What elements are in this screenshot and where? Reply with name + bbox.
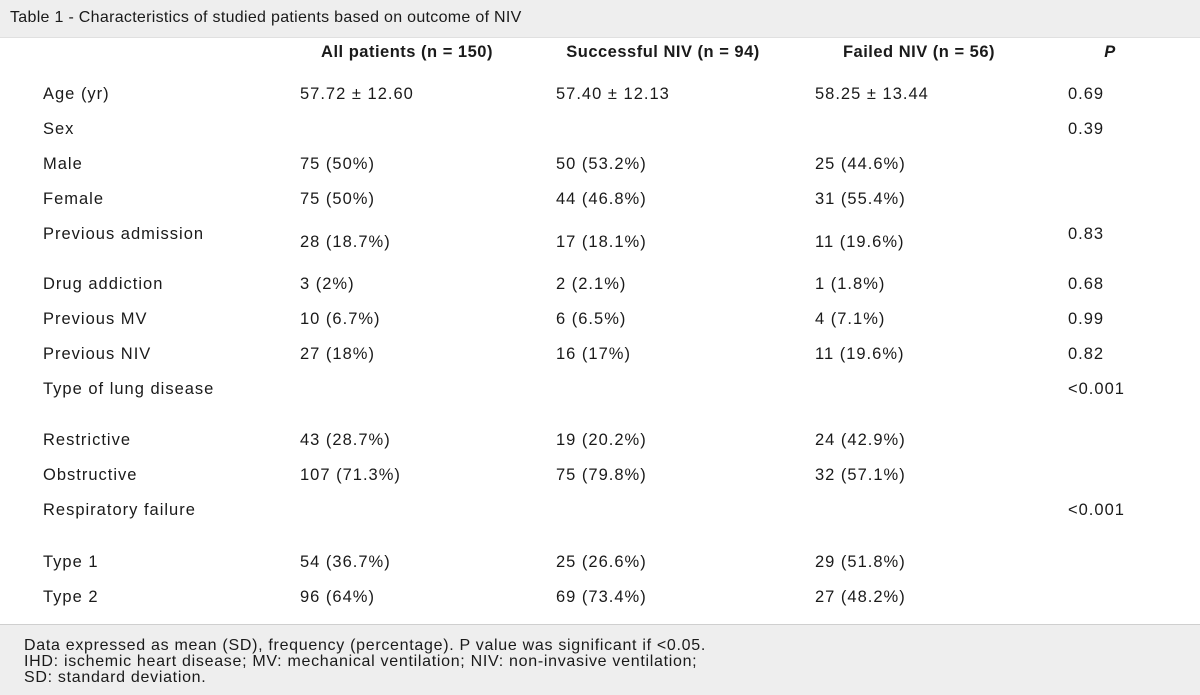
cell-p-value: <0.001 xyxy=(1068,380,1125,398)
cell-all-patients: 96 (64%) xyxy=(300,588,375,606)
cell-successful-niv: 75 (79.8%) xyxy=(556,466,647,484)
cell-all-patients: 75 (50%) xyxy=(300,155,375,173)
cell-all-patients: 107 (71.3%) xyxy=(300,466,401,484)
cell-successful-niv: 19 (20.2%) xyxy=(556,431,647,449)
cell-p-value: 0.82 xyxy=(1068,345,1105,363)
row-label: Respiratory failure xyxy=(43,501,196,519)
cell-p-value: 0.83 xyxy=(1068,225,1105,243)
cell-p-value: 0.39 xyxy=(1068,120,1105,138)
cell-successful-niv: 2 (2.1%) xyxy=(556,275,627,293)
cell-p-value: <0.001 xyxy=(1068,501,1125,519)
table-footnote: Data expressed as mean (SD), frequency (… xyxy=(0,624,1200,695)
table-caption: Table 1 - Characteristics of studied pat… xyxy=(10,9,522,26)
caption-bar: Table 1 - Characteristics of studied pat… xyxy=(0,0,1200,38)
cell-all-patients: 57.72 ± 12.60 xyxy=(300,85,414,103)
cell-p-value: 0.69 xyxy=(1068,85,1105,103)
cell-all-patients: 54 (36.7%) xyxy=(300,553,391,571)
cell-failed-niv: 11 (19.6%) xyxy=(815,345,905,363)
row-label: Previous NIV xyxy=(43,345,152,363)
footnote-line: IHD: ischemic heart disease; MV: mechani… xyxy=(24,653,698,670)
header-all-patients: All patients (n = 150) xyxy=(321,43,493,61)
cell-all-patients: 28 (18.7%) xyxy=(300,233,391,251)
cell-successful-niv: 57.40 ± 12.13 xyxy=(556,85,670,103)
cell-all-patients: 27 (18%) xyxy=(300,345,375,363)
cell-successful-niv: 16 (17%) xyxy=(556,345,631,363)
row-label: Type 2 xyxy=(43,588,99,606)
cell-all-patients: 3 (2%) xyxy=(300,275,355,293)
cell-successful-niv: 25 (26.6%) xyxy=(556,553,647,571)
cell-failed-niv: 1 (1.8%) xyxy=(815,275,886,293)
row-label: Male xyxy=(43,155,83,173)
cell-successful-niv: 44 (46.8%) xyxy=(556,190,647,208)
cell-failed-niv: 27 (48.2%) xyxy=(815,588,906,606)
header-p-value: P xyxy=(1104,43,1116,61)
footnote-line: Data expressed as mean (SD), frequency (… xyxy=(24,637,707,654)
cell-failed-niv: 24 (42.9%) xyxy=(815,431,906,449)
footnote-line: SD: standard deviation. xyxy=(24,669,207,686)
cell-p-value: 0.68 xyxy=(1068,275,1105,293)
row-label: Type of lung disease xyxy=(43,380,215,398)
row-label: Drug addiction xyxy=(43,275,164,293)
cell-failed-niv: 32 (57.1%) xyxy=(815,466,906,484)
header-failed-niv: Failed NIV (n = 56) xyxy=(842,43,996,61)
cell-failed-niv: 11 (19.6%) xyxy=(815,233,905,251)
cell-p-value: 0.99 xyxy=(1068,310,1105,328)
row-label: Female xyxy=(43,190,105,208)
row-label: Previous MV xyxy=(43,310,148,328)
cell-failed-niv: 58.25 ± 13.44 xyxy=(815,85,929,103)
row-label: Sex xyxy=(43,120,75,138)
cell-failed-niv: 31 (55.4%) xyxy=(815,190,906,208)
row-label: Age (yr) xyxy=(43,85,110,103)
data-table: All patients (n = 150) Successful NIV (n… xyxy=(0,37,1200,627)
header-successful-niv: Successful NIV (n = 94) xyxy=(566,43,760,61)
row-label: Restrictive xyxy=(43,431,132,449)
row-label: Type 1 xyxy=(43,553,99,571)
cell-all-patients: 10 (6.7%) xyxy=(300,310,381,328)
cell-successful-niv: 17 (18.1%) xyxy=(556,233,647,251)
cell-failed-niv: 25 (44.6%) xyxy=(815,155,906,173)
cell-successful-niv: 6 (6.5%) xyxy=(556,310,627,328)
cell-failed-niv: 29 (51.8%) xyxy=(815,553,906,571)
row-label: Previous admission xyxy=(43,225,205,243)
row-label: Obstructive xyxy=(43,466,138,484)
cell-all-patients: 75 (50%) xyxy=(300,190,375,208)
cell-successful-niv: 50 (53.2%) xyxy=(556,155,647,173)
cell-failed-niv: 4 (7.1%) xyxy=(815,310,886,328)
cell-successful-niv: 69 (73.4%) xyxy=(556,588,647,606)
footnote-text: Data expressed as mean (SD), frequency (… xyxy=(24,638,706,686)
cell-all-patients: 43 (28.7%) xyxy=(300,431,391,449)
